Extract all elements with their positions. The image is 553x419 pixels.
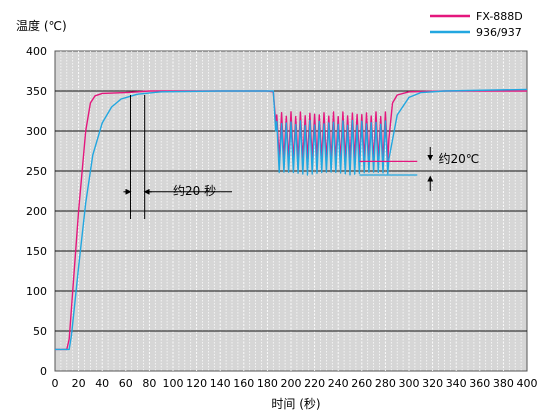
x-tick-label: 140: [210, 377, 231, 390]
x-tick-label: 180: [257, 377, 278, 390]
legend-label-1: 936/937: [476, 26, 522, 39]
x-tick-label: 80: [142, 377, 156, 390]
x-tick-label: 0: [52, 377, 59, 390]
x-axis-label: 时间 (秒): [271, 397, 320, 411]
x-tick-label: 340: [446, 377, 467, 390]
x-tick-label: 100: [163, 377, 184, 390]
x-tick-label: 40: [95, 377, 109, 390]
x-tick-label: 400: [517, 377, 538, 390]
annotation-20s: 约20 秒: [173, 183, 216, 198]
y-tick-label: 350: [26, 85, 47, 98]
x-tick-label: 220: [304, 377, 325, 390]
x-tick-label: 120: [186, 377, 207, 390]
y-tick-label: 150: [26, 245, 47, 258]
x-tick-label: 300: [399, 377, 420, 390]
x-tick-label: 60: [119, 377, 133, 390]
y-tick-label: 300: [26, 125, 47, 138]
y-tick-label: 0: [40, 365, 47, 378]
x-tick-label: 280: [375, 377, 396, 390]
x-tick-label: 160: [233, 377, 254, 390]
y-tick-label: 100: [26, 285, 47, 298]
series-line-936-937: [55, 88, 528, 351]
y-axis-label: 温度 (℃): [16, 18, 67, 33]
x-tick-label: 380: [493, 377, 514, 390]
x-tick-label: 320: [422, 377, 443, 390]
x-tick-label: 20: [72, 377, 86, 390]
x-tick-label: 260: [351, 377, 372, 390]
y-tick-label: 250: [26, 165, 47, 178]
x-tick-label: 360: [469, 377, 490, 390]
y-tick-label: 400: [26, 45, 47, 58]
legend-label-0: FX-888D: [476, 10, 523, 23]
x-tick-label: 200: [281, 377, 302, 390]
annotation-20c: 约20℃: [439, 151, 480, 166]
x-tick-label: 240: [328, 377, 349, 390]
y-tick-label: 200: [26, 205, 47, 218]
y-tick-label: 50: [33, 325, 47, 338]
